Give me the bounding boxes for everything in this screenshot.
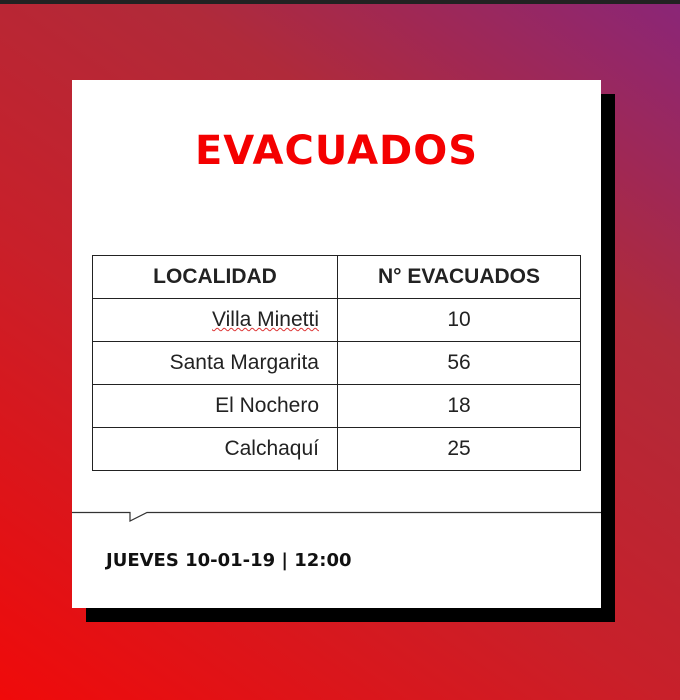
speech-divider [72, 511, 601, 522]
table-row: El Nochero 18 [92, 384, 581, 428]
top-bar [0, 0, 680, 4]
date-time: JUEVES 10-01-19 | 12:00 [106, 550, 352, 571]
table-header-row: LOCALIDAD N° EVACUADOS [92, 255, 581, 299]
table-row: Santa Margarita 56 [92, 341, 581, 385]
localidad-cell: Calchaquí [92, 427, 338, 471]
localidad-cell: El Nochero [92, 384, 338, 428]
localidad-cell: Villa Minetti [92, 298, 338, 342]
localidad-cell: Santa Margarita [92, 341, 338, 385]
page-title: EVACUADOS [194, 128, 479, 174]
evacuados-cell: 18 [337, 384, 581, 428]
table-row: Calchaquí 25 [92, 427, 581, 471]
evacuados-cell: 25 [337, 427, 581, 471]
column-header: N° EVACUADOS [337, 255, 581, 299]
info-card: EVACUADOS LOCALIDAD N° EVACUADOS Villa M… [72, 80, 601, 608]
column-header: LOCALIDAD [92, 255, 338, 299]
evacuados-cell: 10 [337, 298, 581, 342]
evacuees-table: LOCALIDAD N° EVACUADOS Villa Minetti 10 S… [92, 255, 581, 471]
table-row: Villa Minetti 10 [92, 298, 581, 342]
evacuados-cell: 56 [337, 341, 581, 385]
